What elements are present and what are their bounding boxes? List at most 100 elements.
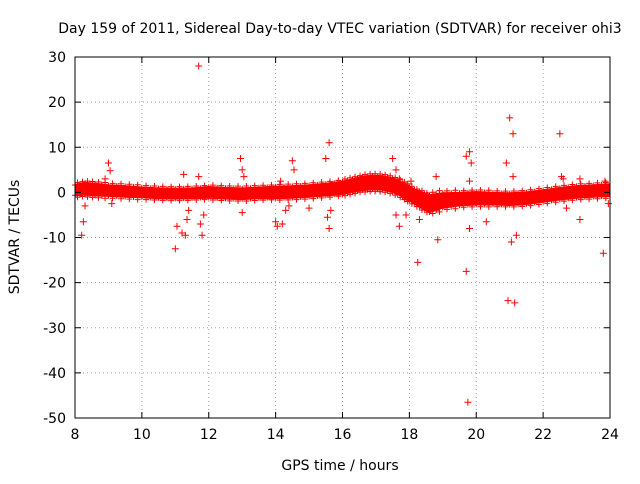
band-edge-marker [577, 196, 584, 203]
band-edge-marker [433, 207, 440, 214]
band-edge-marker [477, 203, 484, 210]
band-edge-marker [268, 182, 275, 189]
scatter-point [511, 299, 519, 307]
band-edge-marker [214, 194, 221, 201]
x-tick-label: 12 [200, 427, 218, 443]
band-edge-marker [147, 194, 154, 201]
band-edge-marker [272, 194, 279, 201]
band-edge-marker [436, 187, 443, 194]
band-edge-marker [155, 194, 162, 201]
band-edge-marker [297, 194, 304, 200]
band-edge-marker [565, 195, 572, 202]
band-edge-marker [285, 196, 292, 203]
band-edge-marker [335, 193, 342, 200]
band-edge-marker [389, 188, 396, 195]
scatter-point [198, 231, 206, 239]
band-edge-marker [239, 185, 246, 192]
band-edge-marker [168, 183, 175, 190]
band-edge-marker [416, 188, 423, 195]
band-edge-marker [573, 194, 580, 201]
band-edge-marker [498, 201, 505, 208]
band-edge-marker [489, 201, 496, 208]
scatter-point [181, 231, 189, 239]
band-edge-marker [436, 208, 443, 215]
band-edge-marker [598, 193, 605, 200]
band-edge-marker [151, 183, 158, 190]
band-edge-marker [310, 195, 317, 202]
y-tick-label: 20 [48, 95, 66, 111]
band-edge-marker [84, 178, 91, 185]
band-edge-marker [515, 190, 522, 197]
band-edge-marker [280, 194, 287, 201]
band-edge-marker [531, 199, 538, 206]
band-edge-marker [403, 195, 410, 202]
y-tick-label: -20 [43, 276, 66, 292]
band-edge-marker [289, 194, 296, 201]
scatter-point [576, 215, 584, 223]
band-edge-marker [577, 180, 584, 187]
band-edge-marker [193, 197, 200, 204]
scatter-point [101, 175, 109, 183]
band-edge-marker [443, 206, 450, 213]
band-edge-marker [602, 179, 609, 186]
band-edge-marker [452, 187, 459, 194]
band-edge-marker [239, 195, 246, 202]
band-edge-marker [197, 185, 204, 192]
band-edge-marker [159, 197, 166, 204]
band-edge-marker [586, 196, 593, 203]
band-edge-marker [293, 196, 300, 203]
band-edge-marker [285, 181, 292, 188]
scatter-point [504, 297, 512, 305]
scatter-point [278, 220, 286, 228]
points-layer [78, 62, 612, 406]
band-edge-marker [130, 183, 137, 190]
scatter-point [415, 215, 423, 223]
band-edge-marker [230, 185, 237, 192]
tick-labels-layer: 8 10 12 14 16 18 20 22 24 30 20 10 0 -10 -20 -30 -40 -50 [43, 50, 619, 443]
band-edge-marker [109, 180, 116, 187]
band-edge-marker [322, 192, 329, 199]
scatter-point [78, 231, 86, 239]
scatter-point [507, 238, 515, 246]
band-edge-marker [527, 202, 534, 209]
band-edge-marker [87, 191, 94, 198]
band-edge-marker [201, 182, 208, 189]
scatter-point [603, 184, 611, 192]
band-edge-marker [477, 187, 484, 194]
y-tick-label: -40 [43, 366, 66, 382]
band-edge-marker [586, 180, 593, 187]
band-edge-marker [349, 176, 356, 183]
band-edge-marker [138, 184, 145, 191]
band-edge-marker [251, 182, 258, 189]
x-tick-label: 16 [334, 427, 352, 443]
band-edge-marker [506, 190, 513, 197]
band-edge-marker [598, 182, 605, 189]
band-edge-marker [243, 183, 250, 190]
band-edge-marker [494, 203, 501, 210]
scatter-point [576, 175, 584, 183]
scatter-point [104, 159, 112, 167]
scatter-point [392, 166, 400, 174]
band-edge-marker [306, 182, 313, 189]
band-edge-marker [357, 172, 364, 179]
band-edge-marker [460, 204, 467, 211]
band-edge-marker [82, 191, 89, 198]
band-edge-marker [339, 178, 346, 185]
scatter-point [79, 218, 87, 226]
band-edge-marker [163, 185, 170, 192]
band-edge-marker [218, 182, 225, 189]
scatter-point [288, 157, 296, 165]
band-edge-marker [74, 194, 81, 201]
band-edge-marker [310, 179, 317, 186]
band-edge-marker [519, 187, 526, 194]
band-edge-marker [102, 195, 109, 202]
band-edge-marker [416, 203, 423, 210]
band-edge-marker [318, 194, 325, 201]
band-edge-marker [289, 183, 296, 190]
band-edge-marker [527, 186, 534, 193]
band-edge-marker [544, 184, 551, 191]
band-edge-marker [581, 182, 588, 189]
band-edge-marker [247, 185, 254, 192]
band-edge-marker [481, 201, 488, 208]
band-edge-marker [205, 194, 212, 201]
